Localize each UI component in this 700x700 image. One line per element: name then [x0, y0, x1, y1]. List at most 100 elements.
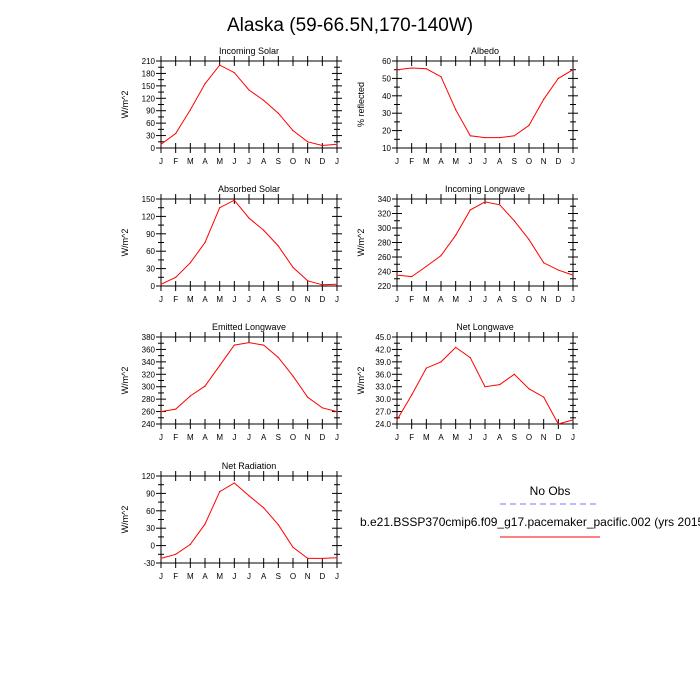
chart-title: Albedo [471, 46, 499, 56]
data-point [233, 344, 235, 346]
x-tick-label: J [483, 433, 487, 442]
data-point [411, 394, 413, 396]
chart-title: Absorbed Solar [218, 184, 280, 194]
y-tick-label: 240 [378, 268, 392, 277]
y-tick-label: 40 [382, 92, 391, 101]
data-point [499, 204, 501, 206]
y-tick-label: 90 [146, 230, 155, 239]
x-tick-label: J [483, 295, 487, 304]
data-point [336, 557, 338, 559]
x-tick-label: F [173, 572, 178, 581]
y-tick-label: 36.0 [375, 370, 391, 379]
y-tick-label: 320 [378, 210, 392, 219]
x-tick-label: A [438, 157, 444, 166]
data-point [469, 135, 471, 137]
x-tick-label: J [159, 157, 163, 166]
x-tick-label: M [187, 295, 194, 304]
y-tick-label: 60 [146, 247, 155, 256]
series-line [160, 342, 338, 413]
data-point [233, 199, 235, 201]
data-point [411, 67, 413, 69]
chart-panel: Incoming Longwave W/m^2 220 240 260 280 300 320… [356, 184, 578, 304]
y-tick-label: 150 [142, 82, 156, 91]
y-tick-label: 340 [142, 358, 156, 367]
x-tick-label: J [159, 295, 163, 304]
y-axis-label: W/m^2 [356, 367, 366, 395]
data-point [484, 201, 486, 203]
chart-panel: Emitted Longwave W/m^2 240 260 280 300 320 340 3… [120, 322, 342, 442]
y-tick-label: 120 [142, 472, 156, 481]
y-tick-label: 60 [146, 507, 155, 516]
data-point [219, 491, 221, 493]
y-tick-label: 320 [142, 370, 156, 379]
data-point [440, 361, 442, 363]
y-tick-label: 120 [142, 212, 156, 221]
x-tick-label: J [395, 433, 399, 442]
y-axis-label: W/m^2 [120, 91, 130, 119]
y-tick-label: 60 [382, 57, 391, 66]
y-tick-label: 210 [142, 57, 156, 66]
data-point [175, 132, 177, 135]
x-tick-label: N [541, 433, 547, 442]
data-point [455, 109, 457, 111]
data-point [307, 396, 309, 398]
data-point [248, 217, 250, 219]
x-tick-label: J [232, 157, 236, 166]
x-tick-label: J [468, 157, 472, 166]
x-tick-label: M [423, 295, 430, 304]
y-tick-label: 30 [382, 109, 391, 118]
y-tick-label: 0 [151, 282, 156, 291]
data-point [189, 543, 191, 546]
y-tick-label: 30 [146, 265, 155, 274]
data-point [513, 135, 515, 137]
y-tick-label: 240 [142, 420, 156, 429]
x-tick-label: M [187, 433, 194, 442]
x-tick-label: O [526, 295, 532, 304]
x-tick-label: M [216, 572, 223, 581]
x-tick-label: O [290, 572, 296, 581]
data-point [204, 83, 206, 85]
data-point [336, 143, 338, 145]
data-point [469, 209, 471, 211]
chart-panels: Incoming Solar W/m^2 0 30 60 90 120 150 180 210 J F… [120, 46, 578, 581]
data-point [189, 395, 191, 397]
data-point [248, 89, 250, 91]
y-tick-label: 27.0 [375, 408, 391, 417]
x-tick-label: M [216, 157, 223, 166]
y-tick-label: 380 [142, 333, 156, 342]
y-tick-label: 220 [378, 282, 392, 291]
plot-frame [396, 336, 574, 425]
x-tick-label: O [290, 157, 296, 166]
x-tick-label: S [512, 157, 517, 166]
x-tick-label: A [202, 572, 208, 581]
x-tick-label: J [395, 295, 399, 304]
data-point [204, 241, 206, 244]
y-tick-label: 50 [382, 74, 391, 83]
x-tick-label: A [497, 157, 503, 166]
x-tick-label: S [512, 433, 517, 442]
data-point [440, 76, 442, 78]
x-tick-label: S [276, 157, 281, 166]
plot-frame [160, 336, 338, 425]
data-point [160, 143, 162, 145]
data-point [160, 283, 162, 285]
x-tick-label: F [173, 433, 178, 442]
x-tick-label: M [187, 157, 194, 166]
x-tick-label: O [526, 433, 532, 442]
data-point [219, 207, 221, 209]
x-tick-label: J [247, 433, 251, 442]
y-tick-label: 42.0 [375, 345, 391, 354]
plot-frame [160, 198, 338, 287]
chart-title: Net Longwave [456, 322, 514, 332]
x-tick-label: D [319, 295, 325, 304]
data-point [321, 557, 323, 559]
y-tick-label: 280 [378, 239, 392, 248]
x-tick-label: J [571, 295, 575, 304]
data-point [292, 546, 294, 548]
y-tick-label: 30 [146, 132, 155, 141]
series-line [160, 482, 338, 559]
x-tick-label: N [305, 433, 311, 442]
data-point [455, 346, 457, 348]
y-tick-label: 39.0 [375, 358, 391, 367]
